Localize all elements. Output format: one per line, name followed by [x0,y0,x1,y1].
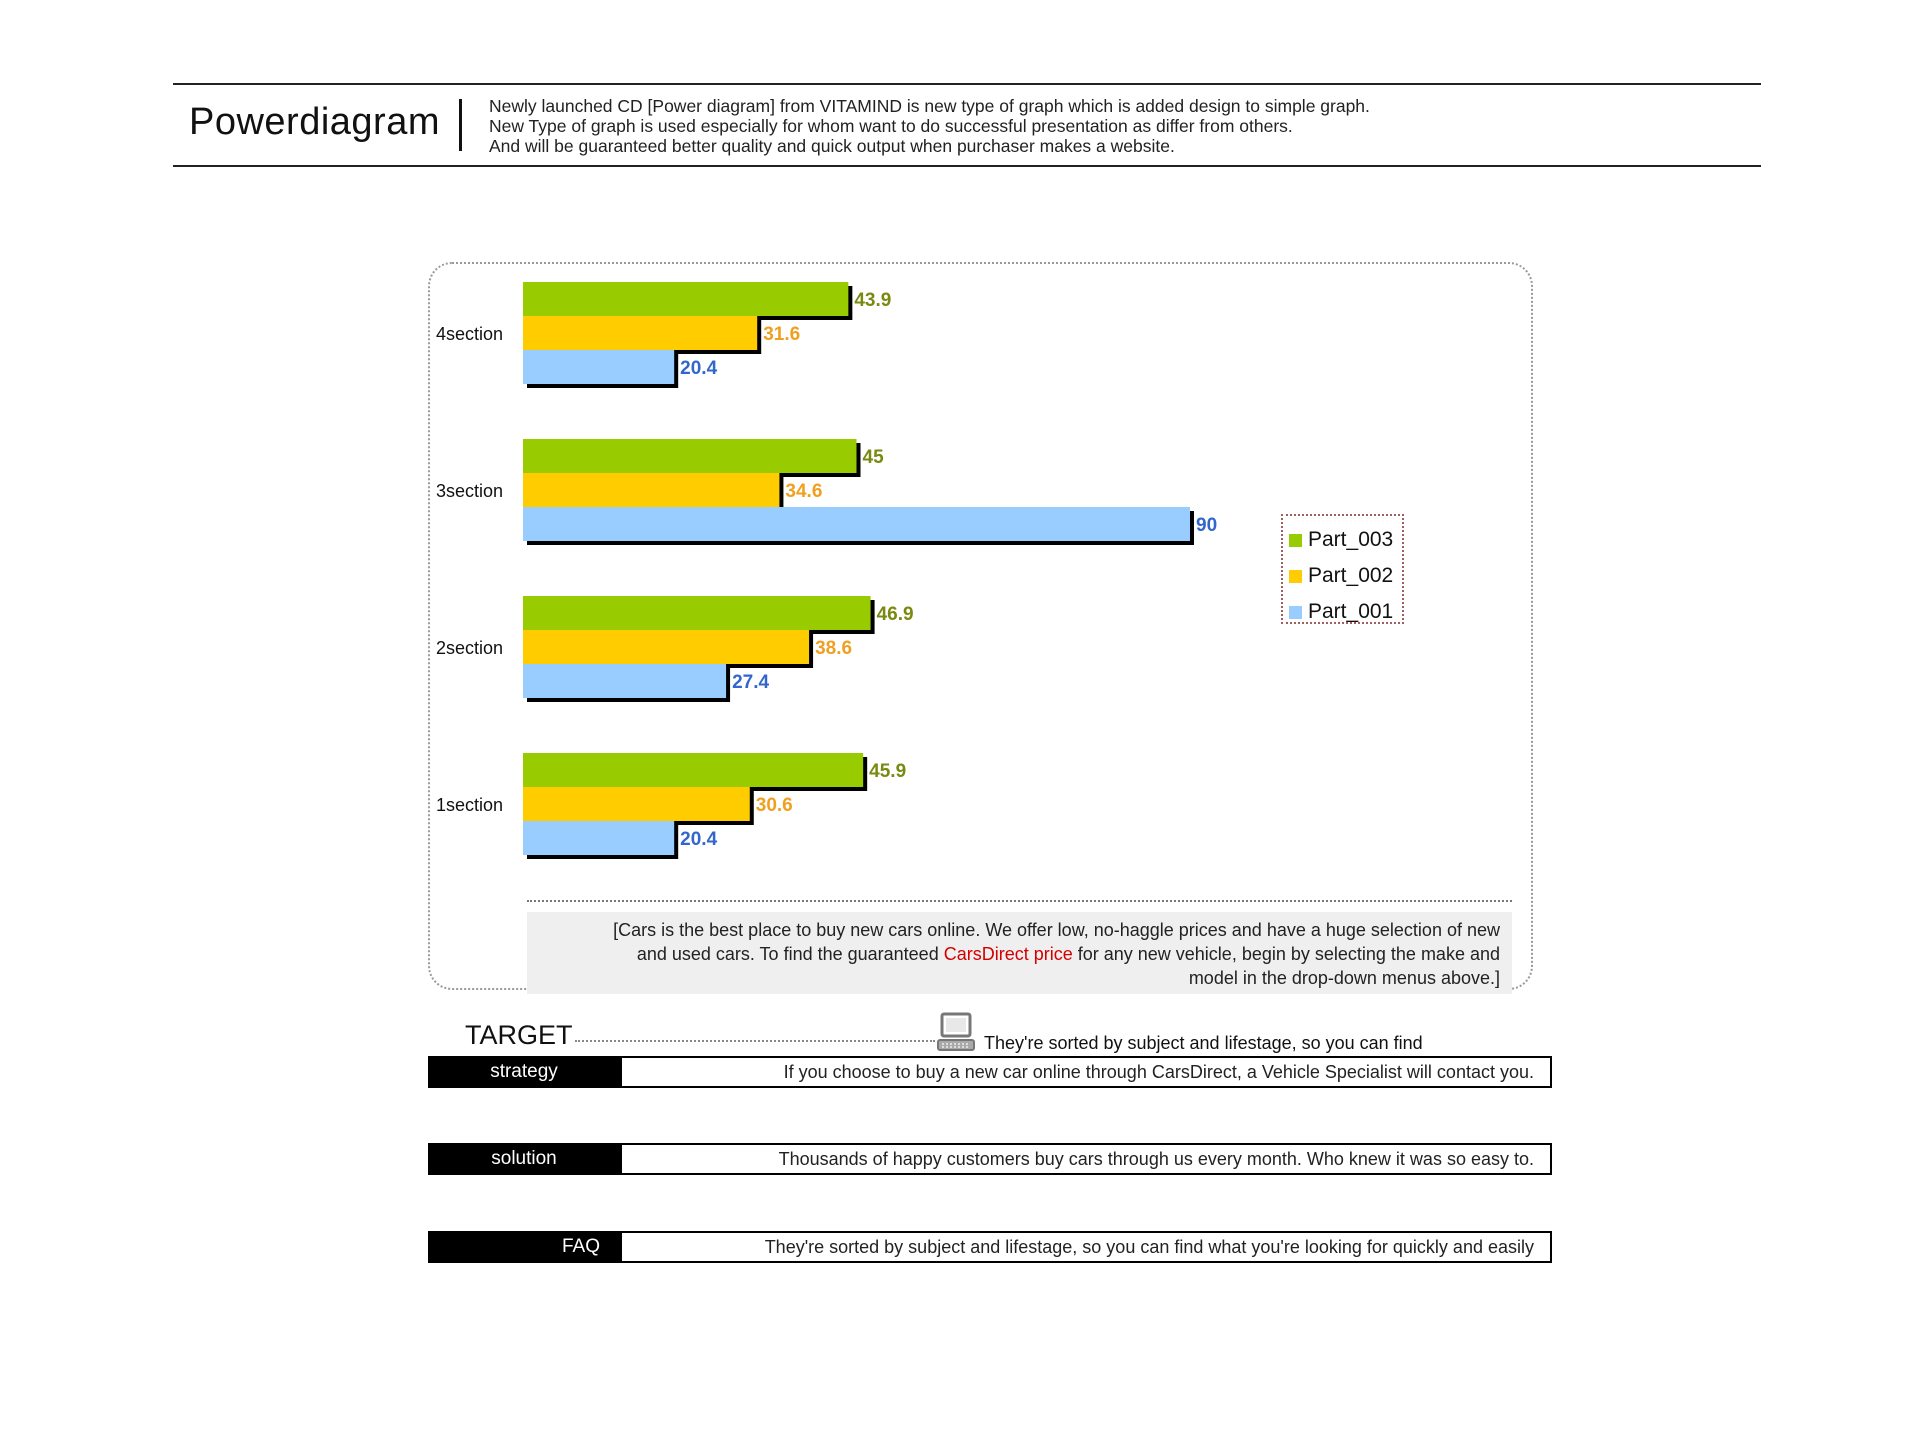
bar-value-label: 27.4 [732,672,769,693]
solution-label: solution [428,1143,620,1175]
bar-chart: 4section 43.9 31.6 20.4 3section 45 34.6 90 2sec… [436,282,1217,859]
bar-value-label: 30.6 [756,795,793,816]
bar [523,753,864,787]
bar-value-label: 46.9 [877,604,914,625]
strategy-text: If you choose to buy a new car online th… [620,1056,1552,1088]
bar [523,630,810,664]
carsdirect-price-highlight: CarsDirect price [943,944,1073,964]
bar-value-label: 38.6 [815,638,852,659]
category-label: 1section [436,795,503,815]
legend-label: Part_003 [1308,528,1394,551]
faq-row: FAQ They're sorted by subject and lifest… [428,1231,1552,1263]
target-dotted-line [575,1040,935,1042]
faq-text: They're sorted by subject and lifestage,… [620,1231,1552,1263]
faq-label: FAQ [428,1231,620,1263]
target-text: They're sorted by subject and lifestage,… [984,1033,1423,1053]
bar [523,507,1190,541]
category-label: 4section [436,324,503,344]
legend-swatch [1289,605,1302,619]
bar-value-label: 45 [863,447,885,468]
computer-icon [937,1012,975,1051]
bar-value-label: 43.9 [854,290,891,311]
note-text: and used cars. To find the guaranteed [636,944,944,964]
chart-legend: Part_003 Part_002 Part_001 [1281,514,1404,624]
legend-item-part-002: Part_002 [1289,558,1402,594]
bar [523,439,857,473]
bar [523,282,849,316]
bar [523,316,758,350]
solution-row: solution Thousands of happy customers bu… [428,1143,1552,1175]
strategy-label: strategy [428,1056,620,1088]
legend-label: Part_002 [1308,564,1394,587]
bar-value-label: 34.6 [785,481,822,502]
bar-value-label: 20.4 [680,358,717,379]
legend-swatch [1289,569,1302,583]
bar-value-label: 31.6 [763,324,800,345]
bar [523,821,675,855]
strategy-row: strategy If you choose to buy a new car … [428,1056,1552,1088]
legend-item-part-003: Part_003 [1289,522,1402,558]
note-text: for any new vehicle, begin by selecting … [1072,944,1500,964]
legend-item-part-001: Part_001 [1289,594,1402,630]
bar-value-label: 90 [1196,515,1217,536]
bar [523,350,675,384]
category-label: 2section [436,638,503,658]
header-desc-line: Newly launched CD [Power diagram] from V… [489,96,1370,116]
header-desc-line: And will be guaranteed better quality an… [489,136,1175,156]
legend-label: Part_001 [1308,600,1394,623]
bar [523,473,780,507]
bar-value-label: 20.4 [680,829,717,850]
header-divider [459,99,462,151]
note-body: [Cars is the best place to buy new cars … [527,912,1512,994]
chart-note: [Cars is the best place to buy new cars … [527,900,1512,994]
header-desc-line: New Type of graph is used especially for… [489,116,1293,136]
bar [523,787,750,821]
bar-value-label: 45.9 [869,761,906,782]
bar [523,596,871,630]
header-bar: Powerdiagram Newly launched CD [Power di… [173,83,1761,167]
note-line: [Cars is the best place to buy new cars … [613,920,1500,940]
note-line: and used cars. To find the guaranteed Ca… [533,942,1500,966]
category-label: 3section [436,481,503,501]
solution-text: Thousands of happy customers buy cars th… [620,1143,1552,1175]
legend-swatch [1289,533,1302,547]
note-line: model in the drop-down menus above.] [1188,968,1500,988]
header-description: Newly launched CD [Power diagram] from V… [489,96,1689,156]
bar [523,664,727,698]
target-label: TARGET [465,1020,573,1050]
page-title: Powerdiagram [189,101,440,143]
